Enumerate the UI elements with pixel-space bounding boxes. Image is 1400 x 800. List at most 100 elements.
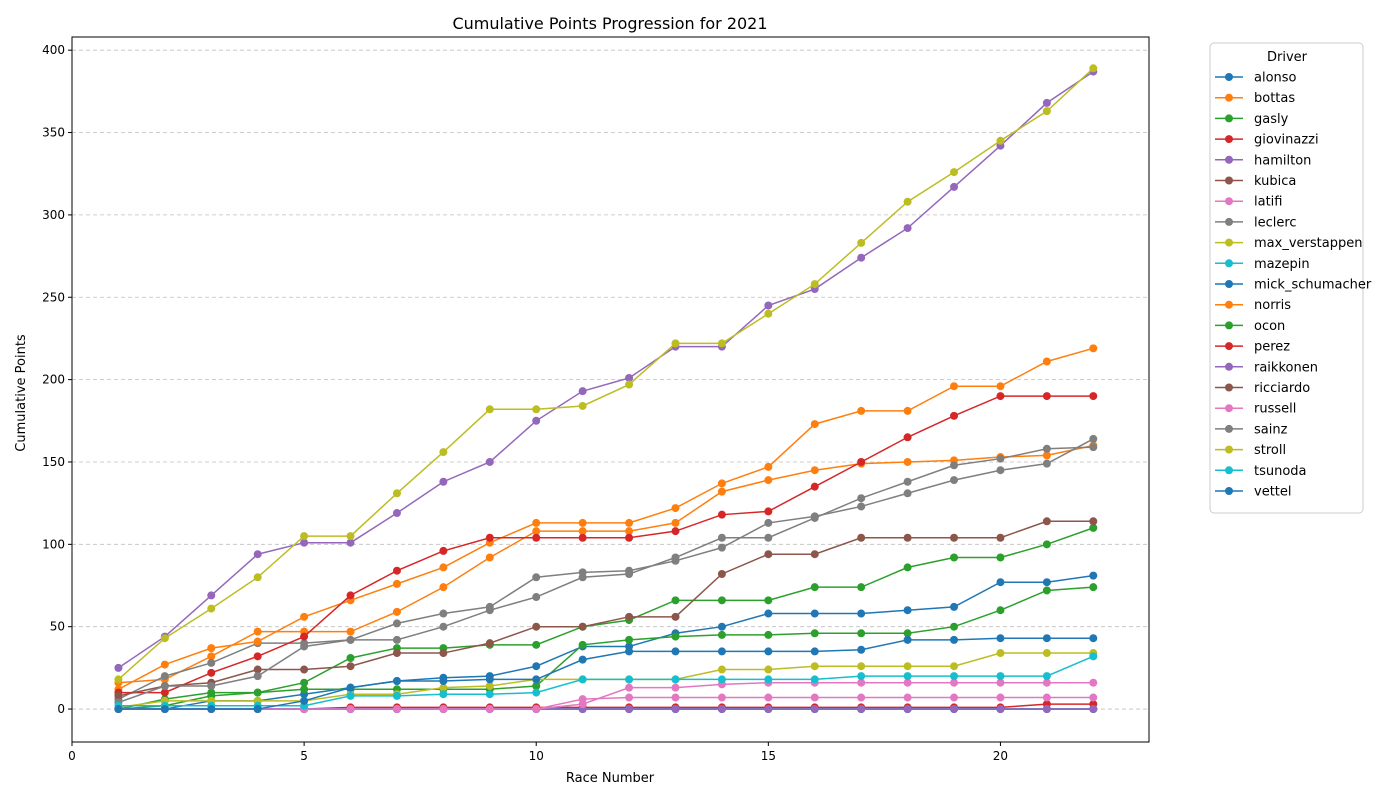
x-tick-label: 10: [529, 749, 544, 763]
data-point: [578, 533, 587, 542]
x-tick-label: 15: [761, 749, 776, 763]
data-point: [996, 705, 1005, 714]
legend-swatch-marker: [1225, 238, 1233, 247]
legend-label: latifi: [1254, 195, 1282, 210]
data-point: [392, 691, 401, 700]
data-point: [439, 563, 448, 572]
series-line: [118, 527, 1094, 710]
data-point: [346, 683, 355, 692]
data-point: [857, 662, 866, 671]
data-point: [532, 527, 541, 536]
data-point: [996, 392, 1005, 401]
legend-items: alonso bottas gasly giovinazzi hamilton kubic…: [1215, 71, 1372, 500]
data-point: [253, 573, 262, 582]
legend-swatch-marker: [1225, 321, 1233, 330]
legend-swatch-marker: [1225, 73, 1233, 81]
legend: Driver alonso bottas gasly giovinazzi hamilt…: [1209, 42, 1372, 514]
data-point: [810, 550, 819, 559]
data-point: [671, 705, 680, 714]
data-point: [717, 543, 726, 552]
x-tick-label: 20: [993, 749, 1008, 763]
legend-label: stroll: [1254, 443, 1286, 458]
legend-item-russell: russell: [1215, 402, 1296, 417]
data-point: [578, 401, 587, 410]
series-line: [118, 395, 1094, 694]
data-point: [950, 461, 959, 470]
data-point: [625, 373, 634, 382]
data-point: [532, 675, 541, 684]
legend-swatch-marker: [1225, 280, 1233, 288]
data-point: [996, 454, 1005, 463]
data-point: [346, 635, 355, 644]
data-point: [996, 382, 1005, 391]
data-point: [532, 662, 541, 671]
data-point: [346, 627, 355, 636]
legend-swatch-marker: [1225, 487, 1233, 495]
data-point: [1089, 705, 1098, 714]
data-point: [857, 494, 866, 503]
data-point: [485, 705, 494, 714]
data-point: [717, 596, 726, 605]
data-point: [950, 672, 959, 681]
data-point: [996, 578, 1005, 587]
data-point: [810, 466, 819, 475]
data-point: [1042, 634, 1051, 643]
data-point: [439, 683, 448, 692]
data-point: [1042, 540, 1051, 549]
data-point: [625, 647, 634, 656]
data-point: [625, 705, 634, 714]
data-point: [346, 538, 355, 547]
data-point: [903, 678, 912, 687]
axes-frame: [71, 36, 1150, 743]
data-point: [346, 532, 355, 541]
data-point: [717, 647, 726, 656]
data-point: [671, 632, 680, 641]
data-point: [810, 609, 819, 618]
data-point: [764, 647, 773, 656]
data-point: [1042, 517, 1051, 526]
data-point: [717, 487, 726, 496]
data-point: [764, 462, 773, 471]
data-point: [996, 672, 1005, 681]
data-point: [1089, 523, 1098, 532]
x-axis-ticks: 0 5 10 15 20: [68, 742, 1008, 763]
data-point: [1089, 571, 1098, 580]
data-point: [903, 406, 912, 415]
legend-label: mick_schumacher: [1254, 278, 1372, 293]
data-point: [578, 655, 587, 664]
data-point: [114, 691, 123, 700]
data-point: [903, 477, 912, 486]
data-point: [253, 688, 262, 697]
data-point: [671, 612, 680, 621]
data-point: [1089, 64, 1098, 73]
data-point: [950, 705, 959, 714]
data-point: [1089, 678, 1098, 687]
data-point: [810, 512, 819, 521]
data-point: [717, 479, 726, 488]
data-point: [717, 533, 726, 542]
data-point: [996, 466, 1005, 475]
data-point: [1042, 392, 1051, 401]
data-point: [903, 705, 912, 714]
data-point: [625, 675, 634, 684]
data-point: [485, 602, 494, 611]
data-point: [392, 566, 401, 575]
legend-swatch-marker: [1225, 114, 1233, 123]
legend-item-norris: norris: [1215, 298, 1291, 313]
data-point: [300, 642, 309, 651]
data-point: [764, 476, 773, 485]
y-axis-ticks: 0 50 100 150 200 250 300 350 400: [42, 43, 72, 716]
legend-label: leclerc: [1254, 215, 1297, 230]
series-line: [118, 637, 1094, 710]
data-point: [532, 533, 541, 542]
data-point: [1042, 98, 1051, 107]
data-point: [717, 622, 726, 631]
data-point: [207, 681, 216, 690]
data-point: [717, 339, 726, 348]
series-line: [118, 681, 1094, 710]
y-tick-label: 400: [42, 43, 65, 57]
data-point: [625, 566, 634, 575]
y-tick-label: 300: [42, 208, 65, 222]
data-point: [903, 606, 912, 615]
data-point: [578, 622, 587, 631]
